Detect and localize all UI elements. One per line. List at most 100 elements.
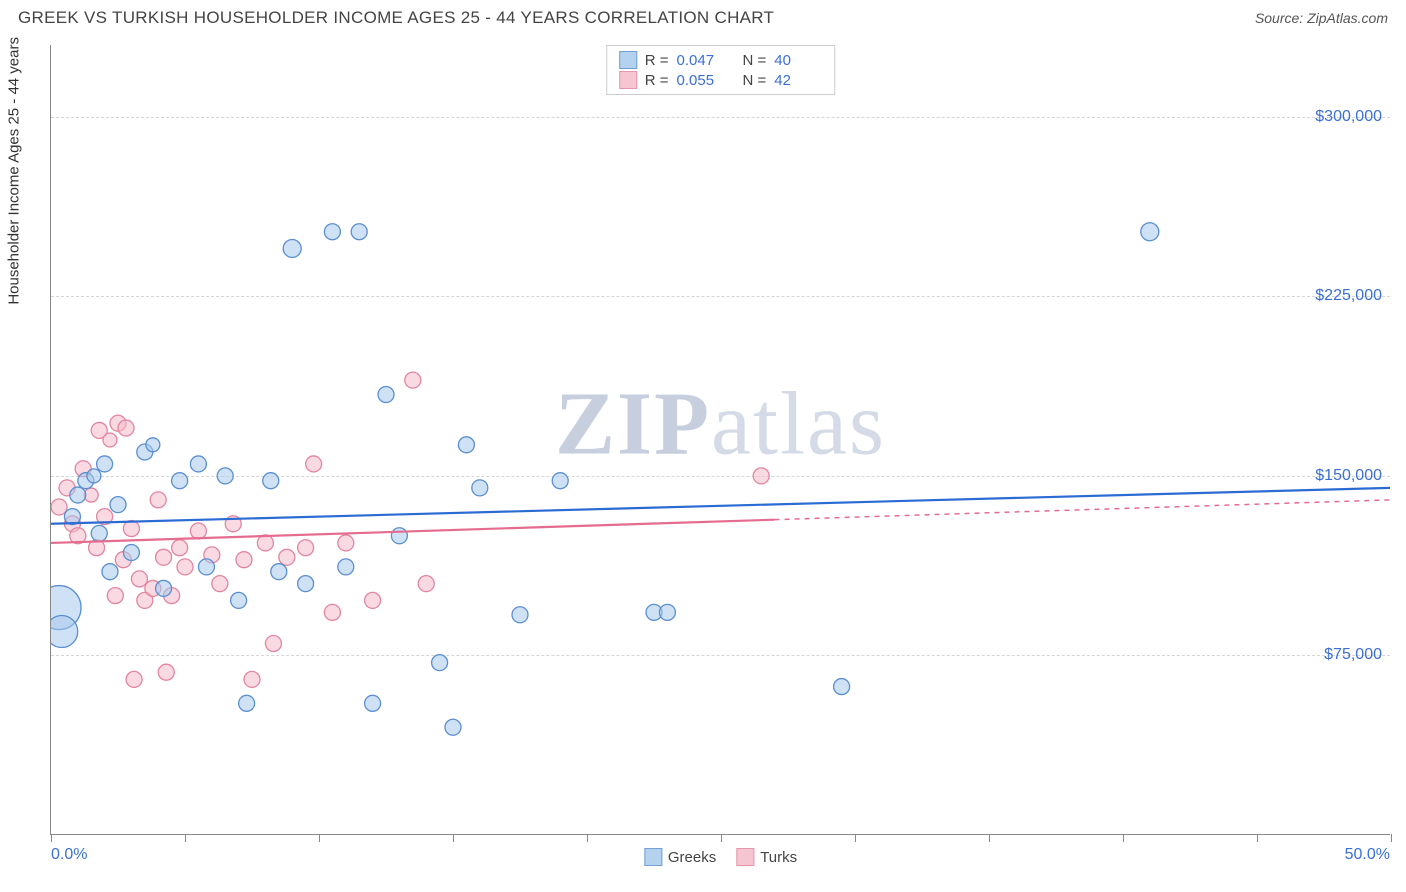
- x-tick: [51, 834, 52, 842]
- data-point: [552, 473, 568, 489]
- data-point: [391, 528, 407, 544]
- data-point: [91, 525, 107, 541]
- data-point: [51, 616, 78, 648]
- data-point: [271, 564, 287, 580]
- x-tick: [453, 834, 454, 842]
- data-point: [257, 535, 273, 551]
- data-point: [834, 679, 850, 695]
- x-tick: [1257, 834, 1258, 842]
- data-point: [156, 549, 172, 565]
- data-point: [283, 239, 301, 257]
- x-axis-min-label: 0.0%: [51, 846, 87, 864]
- data-point: [156, 580, 172, 596]
- data-point: [236, 552, 252, 568]
- data-point: [458, 437, 474, 453]
- data-point: [70, 487, 86, 503]
- data-point: [51, 499, 67, 515]
- data-point: [338, 559, 354, 575]
- data-point: [405, 372, 421, 388]
- chart-area: ZIPatlas R = 0.047 N = 40 R = 0.055 N = …: [50, 45, 1390, 835]
- y-axis-title: Householder Income Ages 25 - 44 years: [6, 37, 23, 305]
- data-point: [338, 535, 354, 551]
- n-value-1: 42: [774, 72, 822, 89]
- data-point: [103, 433, 117, 447]
- data-point: [172, 473, 188, 489]
- legend-stats-row-1: R = 0.055 N = 42: [619, 70, 823, 90]
- x-tick: [721, 834, 722, 842]
- n-label-1: N =: [743, 72, 767, 89]
- legend-item-turks: Turks: [736, 848, 797, 866]
- data-point: [432, 655, 448, 671]
- data-point: [231, 592, 247, 608]
- r-value-0: 0.047: [677, 52, 725, 69]
- regression-line: [51, 520, 775, 543]
- data-point: [298, 576, 314, 592]
- data-point: [306, 456, 322, 472]
- data-point: [324, 604, 340, 620]
- x-tick: [1391, 834, 1392, 842]
- data-point: [445, 719, 461, 735]
- data-point: [190, 523, 206, 539]
- data-point: [365, 695, 381, 711]
- legend-series: Greeks Turks: [644, 848, 797, 866]
- data-point: [753, 468, 769, 484]
- data-point: [131, 571, 147, 587]
- legend-label-turks: Turks: [760, 849, 797, 866]
- data-point: [378, 387, 394, 403]
- legend-stats-row-0: R = 0.047 N = 40: [619, 50, 823, 70]
- data-point: [126, 671, 142, 687]
- data-point: [1141, 223, 1159, 241]
- r-value-1: 0.055: [677, 72, 725, 89]
- data-point: [298, 540, 314, 556]
- data-point: [365, 592, 381, 608]
- data-point: [512, 607, 528, 623]
- data-point: [107, 588, 123, 604]
- data-point: [244, 671, 260, 687]
- data-point: [172, 540, 188, 556]
- source-label: Source: ZipAtlas.com: [1255, 10, 1388, 26]
- data-point: [158, 664, 174, 680]
- data-point: [351, 224, 367, 240]
- data-point: [324, 224, 340, 240]
- x-tick: [989, 834, 990, 842]
- data-point: [87, 469, 101, 483]
- data-point: [110, 497, 126, 513]
- x-tick: [319, 834, 320, 842]
- x-axis-max-label: 50.0%: [1345, 846, 1390, 864]
- legend-item-greeks: Greeks: [644, 848, 716, 866]
- data-point: [418, 576, 434, 592]
- data-point: [212, 576, 228, 592]
- data-point: [217, 468, 233, 484]
- data-point: [123, 521, 139, 537]
- legend-stats: R = 0.047 N = 40 R = 0.055 N = 42: [606, 45, 836, 95]
- n-value-0: 40: [774, 52, 822, 69]
- x-tick: [185, 834, 186, 842]
- x-tick: [1123, 834, 1124, 842]
- legend-label-greeks: Greeks: [668, 849, 716, 866]
- swatch-turks-icon: [619, 71, 637, 89]
- data-point: [263, 473, 279, 489]
- data-point: [146, 438, 160, 452]
- x-tick: [855, 834, 856, 842]
- data-point: [97, 456, 113, 472]
- chart-title: GREEK VS TURKISH HOUSEHOLDER INCOME AGES…: [18, 8, 774, 28]
- swatch-turks-b-icon: [736, 848, 754, 866]
- data-point: [659, 604, 675, 620]
- swatch-greeks-icon: [619, 51, 637, 69]
- n-label-0: N =: [743, 52, 767, 69]
- data-point: [102, 564, 118, 580]
- r-label-0: R =: [645, 52, 669, 69]
- x-tick: [587, 834, 588, 842]
- data-point: [150, 492, 166, 508]
- data-point: [198, 559, 214, 575]
- data-point: [190, 456, 206, 472]
- data-point: [118, 420, 134, 436]
- r-label-1: R =: [645, 72, 669, 89]
- data-point: [279, 549, 295, 565]
- data-point: [239, 695, 255, 711]
- scatter-plot: [51, 45, 1390, 834]
- data-point: [472, 480, 488, 496]
- swatch-greeks-b-icon: [644, 848, 662, 866]
- data-point: [177, 559, 193, 575]
- data-point: [123, 545, 139, 561]
